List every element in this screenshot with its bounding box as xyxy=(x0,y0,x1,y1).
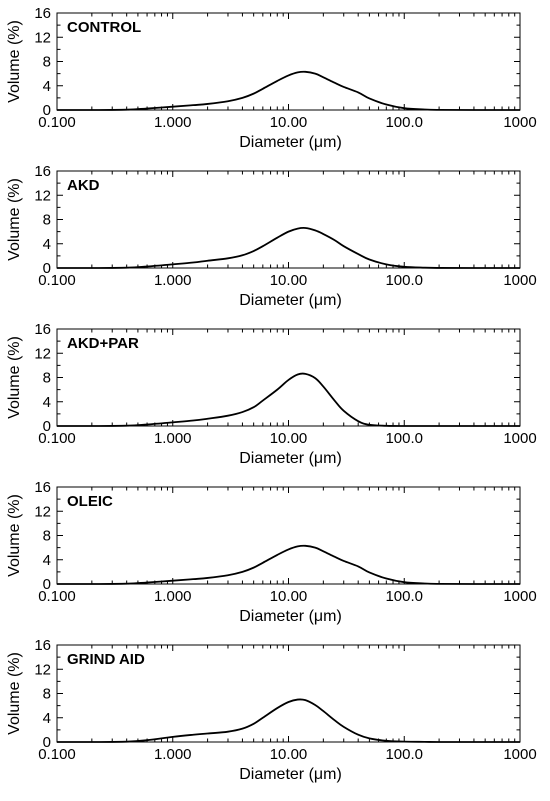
y-axis-label: Volume (%) xyxy=(6,336,23,419)
y-tick-label: 12 xyxy=(34,187,51,204)
y-tick-label: 16 xyxy=(34,5,51,22)
y-tick-label: 4 xyxy=(43,552,51,569)
x-axis-label: Diameter (μm) xyxy=(239,292,342,309)
y-tick-label: 16 xyxy=(34,479,51,496)
x-tick-label: 1000 xyxy=(503,746,536,763)
y-tick-label: 4 xyxy=(43,394,51,411)
y-tick-label: 8 xyxy=(43,212,51,229)
y-tick-label: 8 xyxy=(43,686,51,703)
series-line xyxy=(56,698,520,743)
x-tick-label: 1.000 xyxy=(154,272,192,289)
panel-title: CONTROL xyxy=(67,19,141,36)
x-tick-label: 0.100 xyxy=(38,114,76,131)
y-tick-label: 0 xyxy=(43,734,51,751)
y-tick-label: 4 xyxy=(43,236,51,253)
x-tick-label: 1000 xyxy=(503,114,536,131)
y-tick-label: 8 xyxy=(43,370,51,387)
x-tick-label: 10.00 xyxy=(270,114,308,131)
panel-title: GRIND AID xyxy=(67,651,145,668)
x-tick-label: 10.00 xyxy=(270,588,308,605)
y-tick-label: 0 xyxy=(43,102,51,119)
y-tick-label: 8 xyxy=(43,54,51,71)
y-tick-label: 4 xyxy=(43,78,51,95)
y-axis-label: Volume (%) xyxy=(6,20,23,103)
plot-frame xyxy=(56,170,521,269)
x-tick-label: 10.00 xyxy=(270,272,308,289)
y-tick-label: 16 xyxy=(34,321,51,338)
panel-title: OLEIC xyxy=(67,493,113,510)
x-tick-label: 0.100 xyxy=(38,588,76,605)
x-tick-label: 1.000 xyxy=(154,746,192,763)
series-line xyxy=(57,226,520,269)
y-tick-label: 0 xyxy=(43,260,51,277)
x-tick-label: 10.00 xyxy=(270,746,308,763)
y-tick-label: 16 xyxy=(34,163,51,180)
y-tick-label: 12 xyxy=(34,29,51,46)
y-tick-label: 0 xyxy=(43,576,51,593)
x-axis-label: Diameter (μm) xyxy=(239,450,342,467)
panel-title: AKD+PAR xyxy=(67,335,139,352)
y-tick-label: 8 xyxy=(43,528,51,545)
y-tick-label: 12 xyxy=(34,345,51,362)
x-tick-label: 1.000 xyxy=(154,114,192,131)
y-tick-label: 12 xyxy=(34,503,51,520)
y-tick-label: 16 xyxy=(34,637,51,654)
series-line xyxy=(57,372,520,427)
y-tick-label: 4 xyxy=(43,710,51,727)
y-tick-label: 0 xyxy=(43,418,51,435)
x-axis-label: Diameter (μm) xyxy=(239,608,342,625)
y-axis-label: Volume (%) xyxy=(6,652,23,735)
x-tick-label: 1.000 xyxy=(154,430,192,447)
x-tick-label: 10.00 xyxy=(270,430,308,447)
x-tick-label: 100.0 xyxy=(385,746,423,763)
y-axis-label: Volume (%) xyxy=(6,494,23,577)
x-tick-label: 1.000 xyxy=(154,588,192,605)
series-line xyxy=(57,70,520,111)
x-tick-label: 100.0 xyxy=(385,272,423,289)
x-tick-label: 1000 xyxy=(503,272,536,289)
panel-title: AKD xyxy=(67,177,100,194)
x-tick-label: 1000 xyxy=(503,588,536,605)
x-axis-label: Diameter (μm) xyxy=(239,766,342,783)
x-tick-label: 100.0 xyxy=(385,114,423,131)
plot-frame xyxy=(56,486,521,585)
x-axis-label: Diameter (μm) xyxy=(239,134,342,151)
series-line xyxy=(57,544,520,585)
x-tick-label: 0.100 xyxy=(38,746,76,763)
y-axis-label: Volume (%) xyxy=(6,178,23,261)
x-tick-label: 1000 xyxy=(503,430,536,447)
x-tick-label: 100.0 xyxy=(385,430,423,447)
x-tick-label: 100.0 xyxy=(385,588,423,605)
x-tick-label: 0.100 xyxy=(38,430,76,447)
x-tick-label: 0.100 xyxy=(38,272,76,289)
y-tick-label: 12 xyxy=(34,661,51,678)
